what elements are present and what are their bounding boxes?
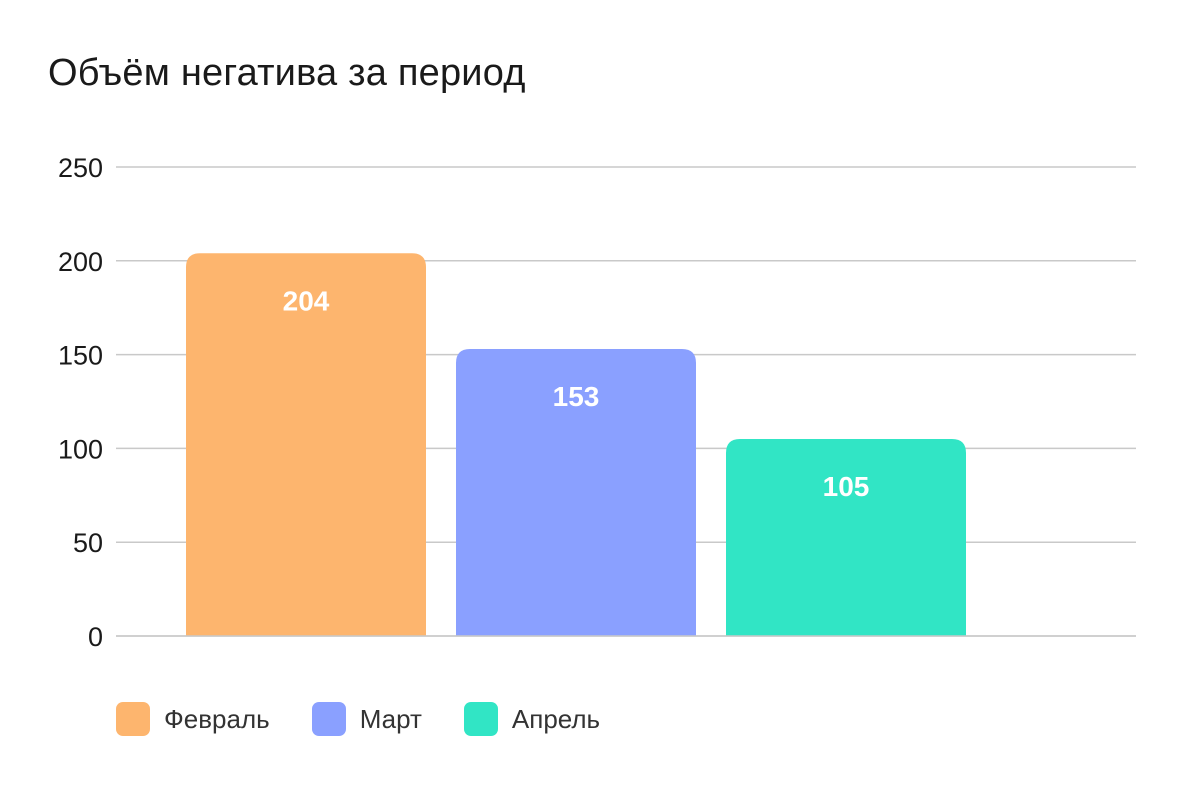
legend-item-2: Март <box>311 702 422 736</box>
legend-item-3: Апрель <box>463 702 601 736</box>
bar-2 <box>456 348 696 636</box>
y-tick-label-100: 100 <box>58 434 103 464</box>
y-tick-label-250: 250 <box>58 153 103 183</box>
bar-1 <box>186 253 426 636</box>
legend-swatch-1 <box>116 702 150 736</box>
bar-value-label-2: 153 <box>553 381 600 412</box>
y-axis-ticks: 0 50 100 150 200 250 <box>58 153 103 652</box>
legend-label-1: Февраль <box>164 703 270 734</box>
legend-swatch-2 <box>311 702 346 736</box>
bars: 204 153 105 <box>116 253 1136 637</box>
bar-value-label-3: 105 <box>823 471 870 502</box>
y-tick-label-150: 150 <box>58 341 103 371</box>
y-tick-label-200: 200 <box>58 247 103 277</box>
legend-item-1: Февраль <box>116 702 270 736</box>
legend-label-3: Апрель <box>511 703 601 734</box>
bar-value-label-1: 204 <box>283 285 330 316</box>
chart-legend: Февраль Март Апрель <box>116 702 642 736</box>
legend-swatch-3 <box>463 702 498 736</box>
chart-title: Объём негатива за период <box>48 52 526 94</box>
bar-3 <box>726 439 966 636</box>
legend-label-2: Март <box>359 703 422 734</box>
y-tick-label-50: 50 <box>73 528 103 558</box>
y-tick-label-0: 0 <box>88 622 103 652</box>
bar-chart: 204 153 105 0 50 100 150 200 250 <box>58 153 1136 652</box>
